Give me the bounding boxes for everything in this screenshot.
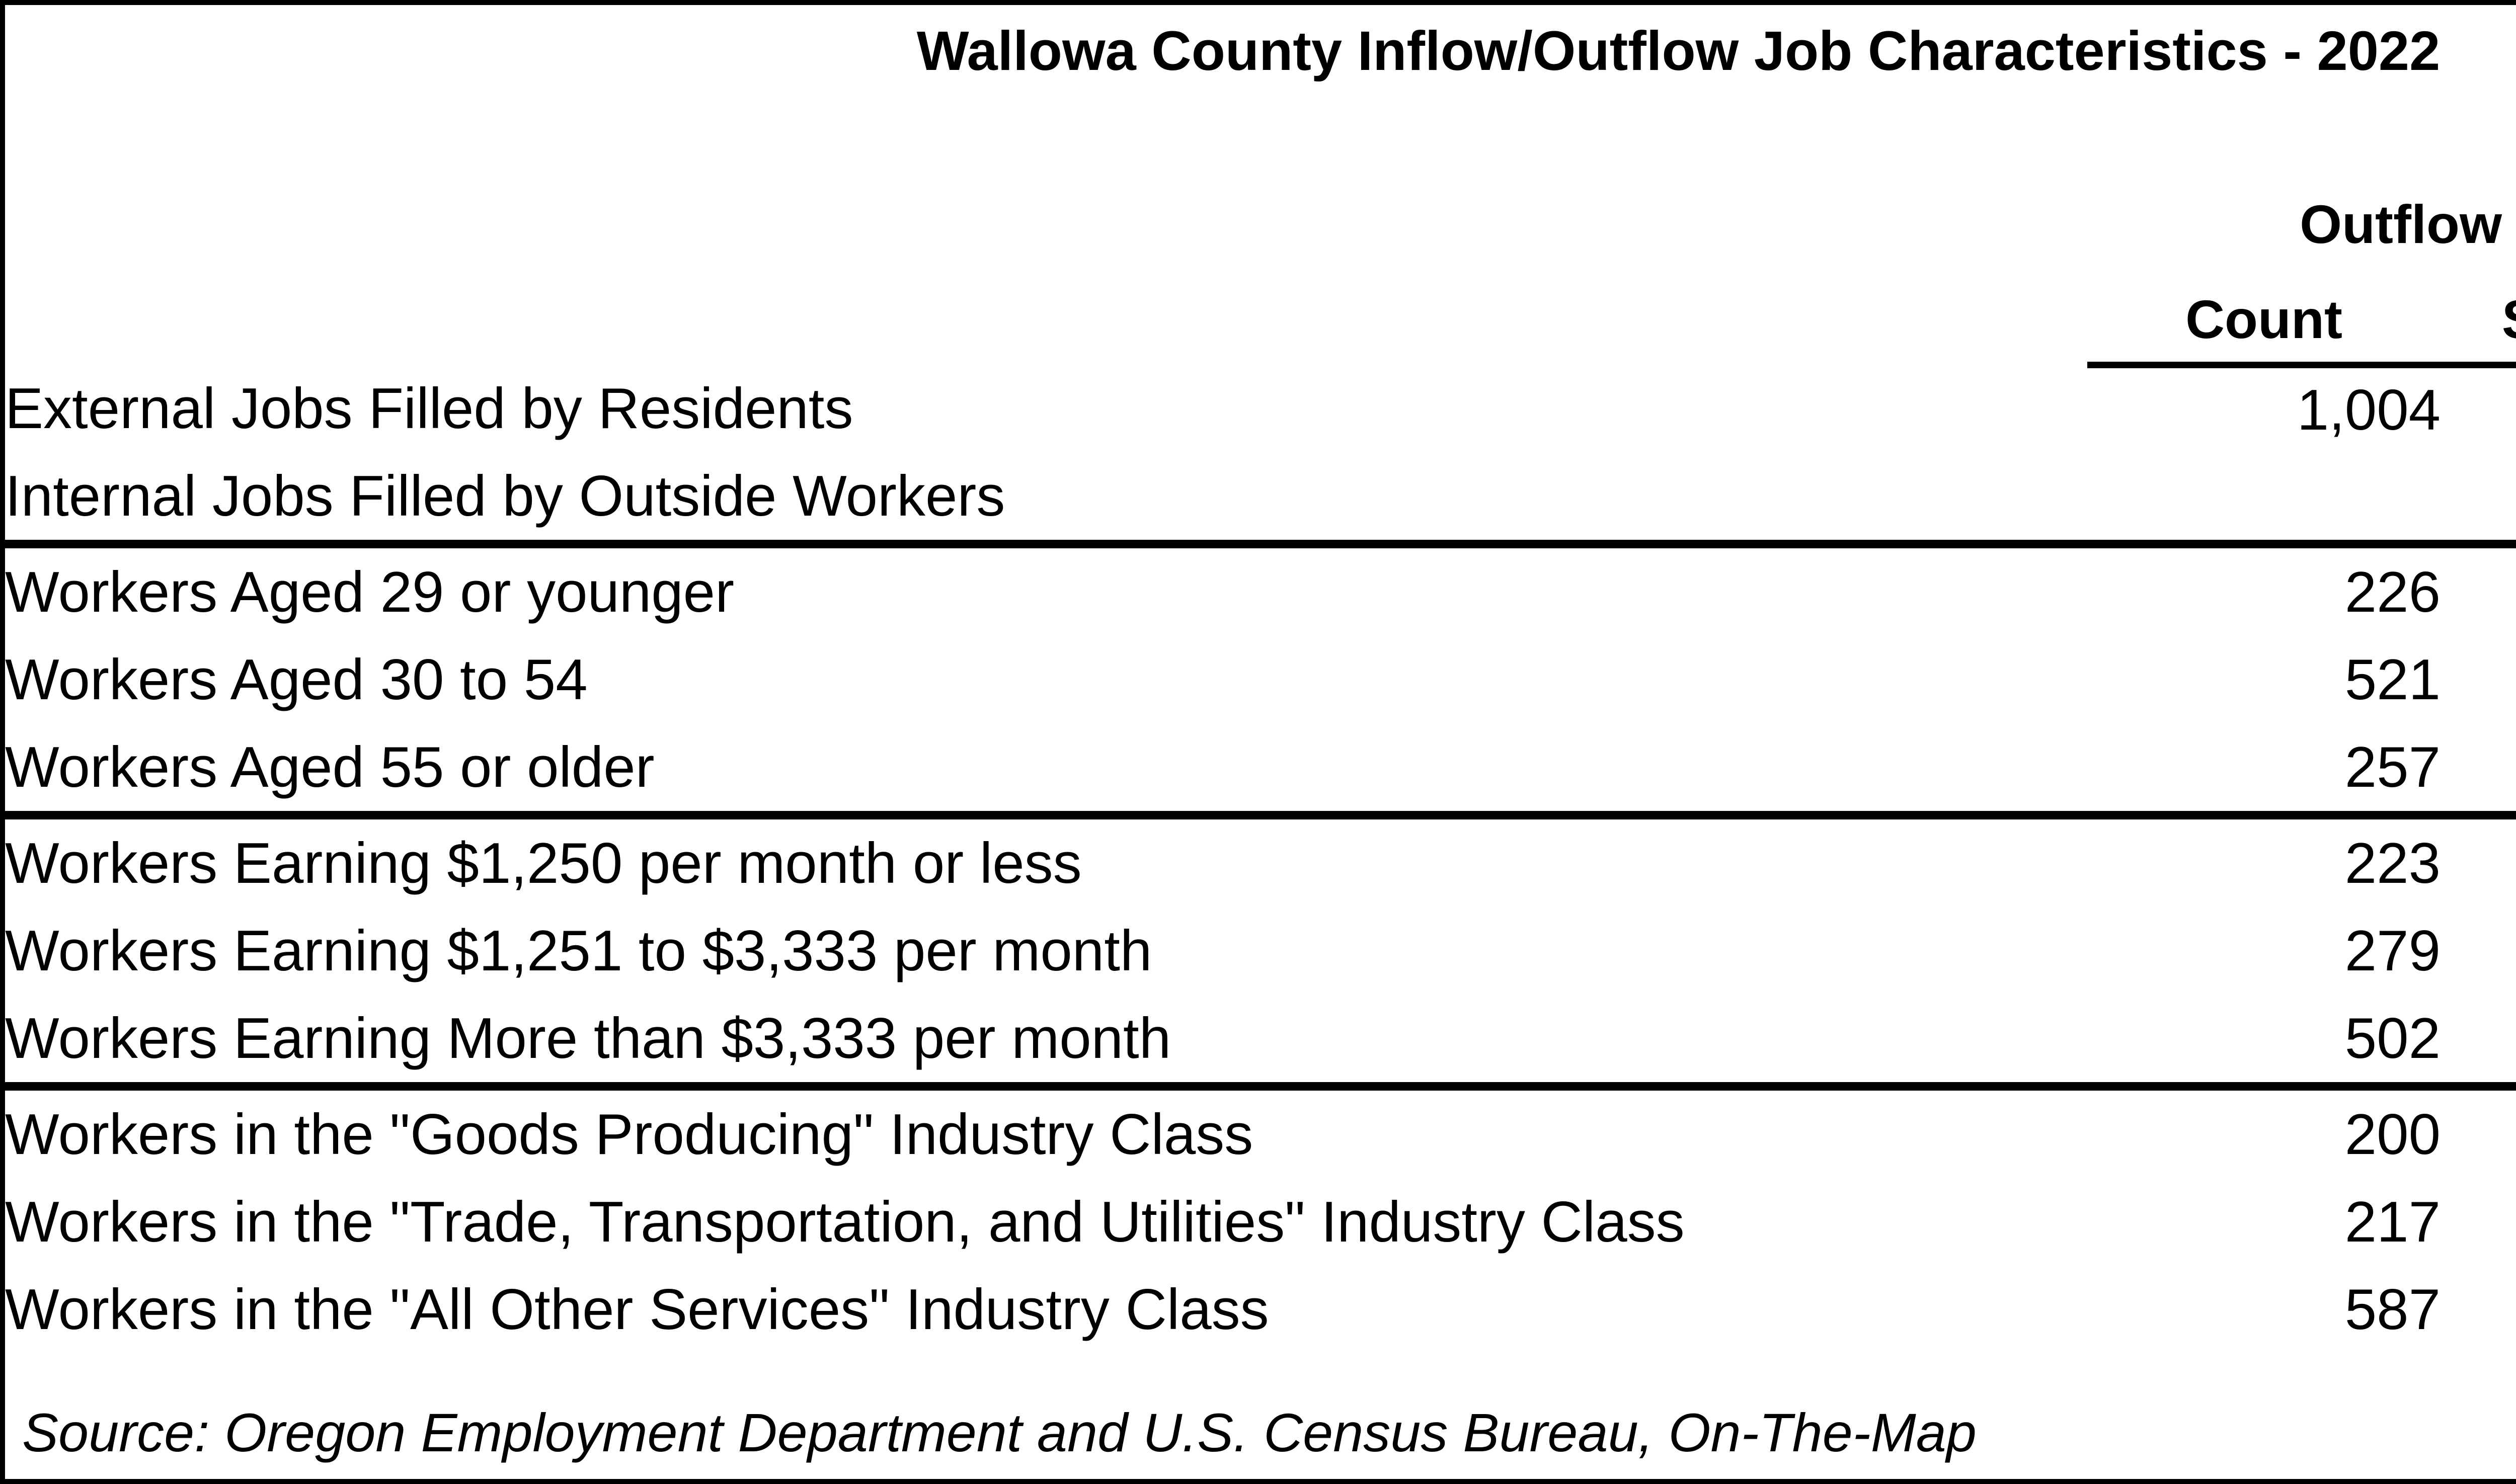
column-header-row: Count Share Count Share: [5, 267, 2516, 368]
table-row: Workers in the "Goods Producing" Industr…: [5, 1091, 2516, 1178]
column-group-header-row: Outflow Inflow: [5, 171, 2516, 267]
table-row: Workers Aged 30 to 54 521 52% 448 52%: [5, 636, 2516, 723]
outflow-share-value: 100%: [2441, 365, 2516, 452]
table-row: External Jobs Filled by Residents 1,004 …: [5, 365, 2516, 452]
table-row: Internal Jobs Filled by Outside Workers …: [5, 452, 2516, 540]
source-note-area: Source: Oregon Employment Department and…: [5, 1353, 2516, 1479]
row-label: Workers in the "All Other Services" Indu…: [5, 1277, 1269, 1342]
outflow-count-value: 217: [2344, 1190, 2441, 1254]
table-row: Workers in the "All Other Services" Indu…: [5, 1266, 2516, 1353]
outflow-share-value: 22%: [2441, 819, 2516, 907]
outflow-count-value: 279: [2344, 919, 2441, 983]
row-label: Workers Earning $1,251 to $3,333 per mon…: [5, 919, 1152, 983]
row-label: Workers Earning More than $3,333 per mon…: [5, 1006, 1171, 1070]
page-title: Wallowa County Inflow/Outflow Job Charac…: [916, 20, 2441, 82]
outflow-share-value: 20%: [2441, 1091, 2516, 1178]
empty-corner-cell: [5, 267, 2087, 365]
table-row: Workers Earning More than $3,333 per mon…: [5, 995, 2516, 1082]
table-row: Workers Aged 29 or younger 226 23% 148 1…: [5, 548, 2516, 636]
outflow-share-value: [2441, 452, 2516, 540]
table-row: Workers Aged 55 or older 257 26% 274 32%: [5, 723, 2516, 811]
table-row: Workers in the "Trade, Transportation, a…: [5, 1178, 2516, 1266]
outflow-count-value: [2087, 452, 2441, 540]
row-label: Workers Aged 30 to 54: [5, 647, 588, 712]
outflow-group-header: Outflow: [2300, 194, 2502, 255]
section-divider: [5, 811, 2516, 819]
outflow-share-value: 59%: [2441, 1266, 2516, 1353]
outflow-count-value: 1,004: [2297, 378, 2441, 442]
source-note: Source: Oregon Employment Department and…: [22, 1402, 1977, 1463]
row-label: Workers Aged 29 or younger: [5, 560, 735, 624]
outflow-count-value: 502: [2344, 1006, 2441, 1070]
row-label: Internal Jobs Filled by Outside Workers: [5, 464, 1005, 528]
outflow-share-value: 23%: [2441, 548, 2516, 636]
outflow-share-value: 26%: [2441, 723, 2516, 811]
row-label: Workers in the "Trade, Transportation, a…: [5, 1190, 1685, 1254]
outflow-count-value: 200: [2344, 1102, 2441, 1167]
row-label: Workers Earning $1,250 per month or less: [5, 831, 1082, 895]
outflow-share-value: 28%: [2441, 907, 2516, 995]
table-row: Workers Earning $1,251 to $3,333 per mon…: [5, 907, 2516, 995]
table-row: Workers Earning $1,250 per month or less…: [5, 819, 2516, 907]
outflow-share-value: 50%: [2441, 995, 2516, 1082]
empty-corner-cell: [5, 171, 2087, 267]
outflow-count-value: 223: [2344, 831, 2441, 895]
row-label: External Jobs Filled by Residents: [5, 376, 853, 441]
section-divider: [5, 1082, 2516, 1091]
row-label: Workers in the "Goods Producing" Industr…: [5, 1102, 1253, 1167]
row-label: Workers Aged 55 or older: [5, 735, 655, 799]
outflow-share-value: 52%: [2441, 636, 2516, 723]
outflow-count-value: 587: [2344, 1277, 2441, 1342]
outflow-count-value: 226: [2344, 560, 2441, 624]
outflow-share-header: Share: [2441, 267, 2516, 368]
outflow-count-value: 257: [2344, 735, 2441, 799]
outflow-count-value: 521: [2344, 647, 2441, 712]
outflow-count-header: Count: [2087, 267, 2441, 368]
inflow-outflow-table: Outflow Inflow Count Share Count Share E…: [5, 171, 2516, 1353]
section-divider: [5, 540, 2516, 548]
outflow-share-value: 22%: [2441, 1178, 2516, 1266]
